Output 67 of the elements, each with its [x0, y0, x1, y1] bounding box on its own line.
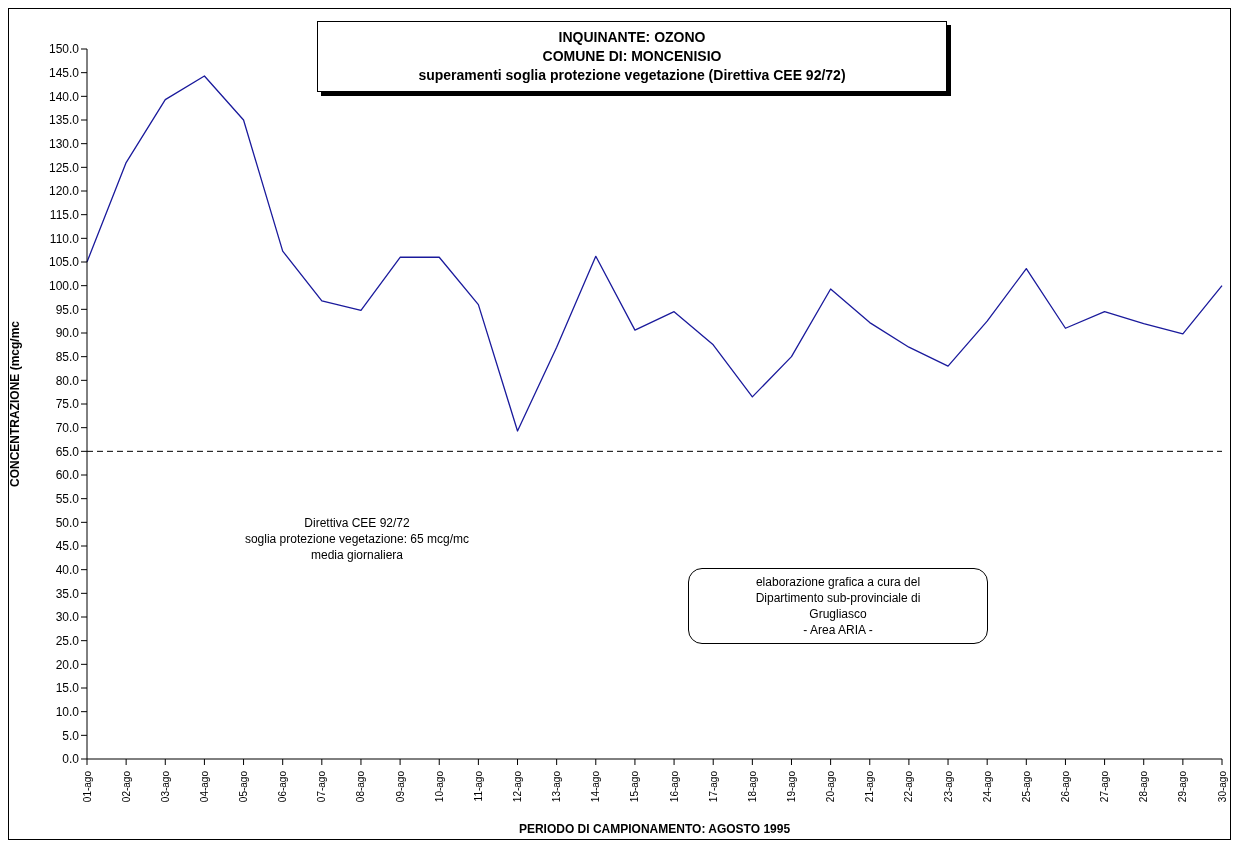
y-tick-label: 0.0 [62, 752, 80, 767]
y-axis-title: CONCENTRAZIONE (mcg/mc [8, 320, 23, 488]
x-tick-label: 17-ago [707, 770, 719, 803]
x-tick-label: 02-ago [120, 770, 132, 803]
ref-line-label: Direttiva CEE 92/72 soglia protezione vegetazione: 65 mcg/mc media giornaliera [244, 516, 470, 563]
x-tick-label: 21-ago [864, 770, 876, 803]
x-tick-label: 30-ago [1216, 770, 1228, 803]
y-tick-label: 20.0 [55, 657, 80, 672]
y-tick-label: 110.0 [49, 231, 80, 246]
x-tick-label: 25-ago [1020, 770, 1032, 803]
y-tick-label: 60.0 [55, 468, 80, 483]
y-tick-label: 150.0 [48, 42, 80, 57]
x-tick-label: 29-ago [1177, 770, 1189, 803]
y-tick-label: 90.0 [55, 326, 80, 341]
y-tick-label: 65.0 [55, 444, 80, 459]
y-tick-label: 100.0 [48, 278, 80, 293]
y-tick-label: 80.0 [55, 373, 80, 388]
y-tick-label: 55.0 [55, 491, 80, 506]
x-tick-label: 27-ago [1099, 770, 1111, 803]
x-tick-label: 12-ago [512, 770, 524, 803]
x-tick-label: 22-ago [903, 770, 915, 803]
y-tick-label: 30.0 [55, 610, 80, 625]
y-tick-label: 40.0 [55, 562, 80, 577]
y-tick-label: 85.0 [55, 349, 80, 364]
y-tick-label: 70.0 [55, 420, 80, 435]
x-tick-label: 24-ago [981, 770, 993, 803]
x-tick-label: 20-ago [825, 770, 837, 803]
y-tick-label: 115.0 [49, 207, 80, 222]
x-tick-label: 10-ago [433, 770, 445, 803]
x-tick-label: 01-ago [81, 770, 93, 803]
x-tick-label: 15-ago [629, 770, 641, 803]
x-tick-label: 18-ago [746, 770, 758, 803]
y-tick-label: 35.0 [55, 586, 80, 601]
x-tick-label: 03-ago [159, 770, 171, 803]
y-tick-label: 15.0 [55, 681, 80, 696]
x-tick-label: 08-ago [355, 770, 367, 803]
x-tick-label: 13-ago [551, 770, 563, 803]
note-box: elaborazione grafica a cura del Dipartimento sub-provinciale di Grugliasco - Area ARIA - [688, 568, 988, 644]
x-tick-label: 06-ago [277, 770, 289, 803]
x-tick-label: 16-ago [668, 770, 680, 803]
y-tick-label: 105.0 [48, 255, 80, 270]
y-tick-label: 5.0 [62, 728, 80, 743]
chart-title: INQUINANTE: OZONO COMUNE DI: MONCENISIO superamenti soglia protezione vegetazione (Direttiva CEE 92/72) [417, 28, 847, 85]
x-tick-label: 19-ago [785, 770, 797, 803]
x-tick-label: 11-ago [472, 770, 484, 802]
x-tick-label: 09-ago [394, 770, 406, 803]
x-axis-title: PERIODO DI CAMPIONAMENTO: AGOSTO 1995 [518, 822, 791, 836]
y-tick-label: 95.0 [55, 302, 80, 317]
x-tick-label: 28-ago [1138, 770, 1150, 803]
x-tick-label: 07-ago [316, 770, 328, 803]
x-tick-label: 04-ago [198, 770, 210, 803]
y-tick-label: 25.0 [55, 633, 80, 648]
y-tick-label: 125.0 [48, 160, 80, 175]
y-tick-label: 120.0 [48, 184, 80, 199]
x-tick-label: 26-ago [1059, 770, 1071, 803]
y-tick-label: 135.0 [48, 113, 80, 128]
y-tick-label: 130.0 [48, 136, 80, 151]
x-tick-label: 14-ago [590, 770, 602, 803]
annotation: elaborazione grafica a cura del Dipartimento sub-provinciale di Grugliasco - Area ARIA - [754, 574, 922, 638]
x-tick-label: 05-ago [238, 770, 250, 803]
y-tick-label: 145.0 [48, 65, 80, 80]
x-tick-label: 23-ago [942, 770, 954, 803]
y-tick-label: 140.0 [48, 89, 80, 104]
y-tick-label: 50.0 [55, 515, 80, 530]
y-tick-label: 45.0 [55, 539, 80, 554]
y-tick-label: 10.0 [55, 704, 80, 719]
y-tick-label: 75.0 [55, 397, 80, 412]
